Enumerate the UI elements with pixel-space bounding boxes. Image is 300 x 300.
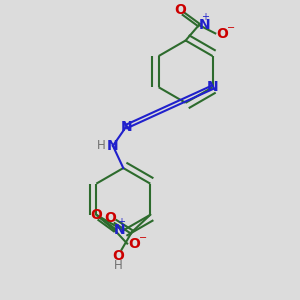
Text: H: H [97,139,106,152]
Text: N: N [107,139,119,153]
Text: N: N [121,119,132,134]
Text: N: N [207,80,218,94]
Text: −: − [226,23,235,33]
Text: O: O [216,27,228,41]
Text: O: O [128,237,140,251]
Text: H: H [114,259,122,272]
Text: +: + [202,12,209,22]
Text: −: − [139,233,147,243]
Text: O: O [104,211,116,225]
Text: +: + [117,217,125,227]
Text: O: O [112,249,124,263]
Text: O: O [90,208,102,222]
Text: N: N [114,223,126,237]
Text: N: N [199,18,210,32]
Text: O: O [175,3,187,17]
